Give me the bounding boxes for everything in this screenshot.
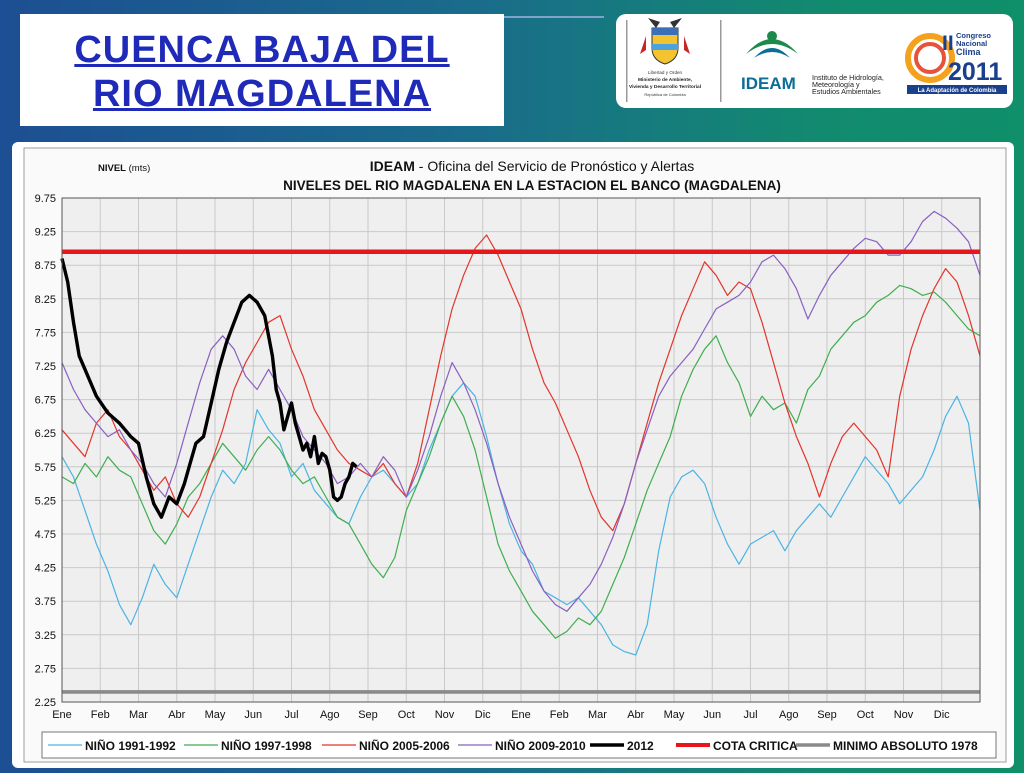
x-tick-label: Jun — [703, 709, 721, 721]
legend-label-0: NIÑO 1991-1992 — [85, 738, 176, 753]
ideam-text-3: Estudios Ambientales — [812, 87, 881, 96]
x-tick-label: Jun — [244, 709, 262, 721]
x-tick-label: Feb — [550, 709, 569, 721]
ministerio-text-1: Libertad y Orden — [648, 70, 683, 75]
y-tick-label: 9.75 — [35, 193, 56, 205]
ideam-text-1: Instituto de Hidrología, — [812, 73, 884, 82]
ideam-text-2: Meteorología y — [812, 80, 860, 89]
congreso-year: 2011 — [948, 58, 1002, 86]
legend-label-2: NIÑO 2005-2006 — [359, 738, 450, 753]
x-tick-label: Feb — [91, 709, 110, 721]
x-tick-label: Sep — [358, 709, 378, 721]
x-tick-label: Nov — [435, 709, 455, 721]
x-tick-label: Ene — [511, 709, 531, 721]
legend: NIÑO 1991-1992 NIÑO 1997-1998 NIÑO 2005-20… — [48, 738, 978, 753]
x-tick-label: Mar — [129, 709, 148, 721]
y-tick-label: 3.75 — [35, 596, 56, 608]
congreso-tagline: La Adaptación de Colombia — [918, 88, 997, 94]
y-tick-label: 6.75 — [35, 395, 56, 407]
ideam-name: IDEAM — [741, 74, 796, 93]
x-tick-label: Dic — [475, 709, 491, 721]
chart-title-rest: - Oficina del Servicio de Pronóstico y A… — [415, 158, 694, 174]
y-tick-label: 7.75 — [35, 327, 56, 339]
chart-title: IDEAM - Oficina del Servicio de Pronósti… — [370, 158, 694, 174]
y-tick-label: 7.25 — [35, 361, 56, 373]
legend-label-1: NIÑO 1997-1998 — [221, 738, 312, 753]
x-tick-label: Jul — [284, 709, 298, 721]
series-line-2 — [61, 234, 981, 532]
chart-frame: 9.75 9.25 8.75 8.25 7.75 7.25 6.75 6.25 5.75 5.25… — [12, 142, 1014, 768]
x-tick-label: Sep — [817, 709, 837, 721]
x-tick-label: Jul — [743, 709, 757, 721]
x-tick-label: Oct — [857, 709, 874, 721]
y-axis-label: NIVEL (mts) — [98, 163, 150, 174]
series-line-1 — [61, 284, 981, 639]
series-line-0 — [61, 382, 981, 656]
y-tick-label: 4.75 — [35, 529, 56, 541]
congreso-text-3: Clima — [956, 47, 982, 57]
header-divider — [504, 16, 604, 18]
ministerio-text-4: República de Colombia — [644, 92, 686, 97]
x-tick-label: Ago — [779, 709, 799, 721]
logo-panel: Libertad y Orden Ministerio de Ambiente,… — [616, 14, 1013, 108]
x-tick-labels: Ene Feb Mar Abr May Jun Jul Ago Sep Oct Nov Dic Ene F… — [52, 709, 950, 721]
y-tick-label: 4.25 — [35, 563, 56, 575]
y-tick-label: 3.25 — [35, 630, 56, 642]
y-tick-label: 8.75 — [35, 260, 56, 272]
y-tick-label: 5.25 — [35, 495, 56, 507]
y-tick-label: 5.75 — [35, 462, 56, 474]
x-tick-label: Abr — [627, 709, 644, 721]
chart-subtitle: NIVELES DEL RIO MAGDALENA EN LA ESTACION… — [283, 178, 781, 193]
logos-graphic: Libertad y Orden Ministerio de Ambiente,… — [626, 18, 1007, 102]
y-tick-label: 2.25 — [35, 697, 56, 709]
congreso-numeral: II — [942, 32, 954, 55]
x-tick-label: May — [205, 709, 226, 721]
x-tick-label: Mar — [588, 709, 607, 721]
x-tick-label: Ene — [52, 709, 72, 721]
x-tick-label: Abr — [168, 709, 185, 721]
x-tick-label: Nov — [894, 709, 914, 721]
y-tick-label: 6.25 — [35, 428, 56, 440]
series-line-4 — [60, 258, 358, 519]
congreso-text-2: Nacional — [956, 39, 987, 48]
x-tick-label: Ago — [320, 709, 340, 721]
series-line-3 — [61, 210, 981, 612]
page-title-line2: RIO MAGDALENA — [92, 73, 432, 115]
y-tick-label: 9.25 — [35, 227, 56, 239]
page-title-line1: CUENCA BAJA DEL — [74, 29, 450, 71]
y-tick-label: 2.75 — [35, 663, 56, 675]
legend-label-4: 2012 — [627, 739, 654, 753]
congreso-clima-logo: II Congreso Nacional Clima 2011 La Adapt… — [905, 31, 1007, 94]
y-tick-labels: 9.75 9.25 8.75 8.25 7.75 7.25 6.75 6.25 5.75 5.25… — [35, 193, 56, 709]
x-tick-label: May — [664, 709, 685, 721]
x-tick-label: Dic — [934, 709, 950, 721]
river-level-chart: 9.75 9.25 8.75 8.25 7.75 7.25 6.75 6.25 5.75 5.25… — [23, 147, 1007, 763]
y-axis-label-main: NIVEL — [98, 163, 126, 174]
legend-label-5: COTA CRITICA — [713, 739, 798, 753]
coat-of-arms-logo: Libertad y Orden Ministerio de Ambiente,… — [626, 18, 722, 102]
y-axis-label-unit: (mts) — [126, 163, 150, 174]
ideam-logo: IDEAM Instituto de Hidrología, Meteorolo… — [741, 31, 884, 96]
y-tick-label: 8.25 — [35, 294, 56, 306]
legend-label-6: MINIMO ABSOLUTO 1978 — [833, 739, 978, 753]
ministerio-text-3: Vivienda y Desarrollo Territorial — [629, 84, 701, 90]
chart-title-prefix: IDEAM — [370, 158, 415, 174]
title-box: CUENCA BAJA DEL RIO MAGDALENA — [20, 14, 504, 126]
x-tick-label: Oct — [398, 709, 415, 721]
plot-border — [61, 197, 981, 703]
ministerio-text-2: Ministerio de Ambiente, — [638, 77, 693, 83]
congreso-text-1: Congreso — [956, 31, 991, 40]
legend-label-3: NIÑO 2009-2010 — [495, 738, 586, 753]
series-lines — [60, 210, 981, 694]
